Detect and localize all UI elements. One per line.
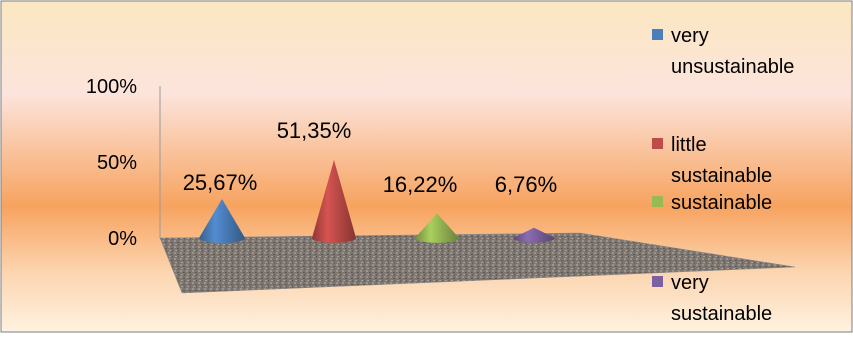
legend-label: unsustainable xyxy=(671,56,794,78)
cone-body xyxy=(415,213,459,243)
legend-swatch xyxy=(652,138,663,149)
cone-body xyxy=(312,159,356,243)
legend-label: very xyxy=(671,25,709,47)
legend-swatch xyxy=(652,276,663,287)
series-marks xyxy=(199,159,555,244)
data-label: 16,22% xyxy=(383,172,458,197)
cone-mark xyxy=(199,198,245,244)
legend-label: very xyxy=(671,272,709,294)
legend-label: sustainable xyxy=(671,165,772,187)
y-tick-label: 0% xyxy=(108,228,137,250)
data-label: 6,76% xyxy=(495,172,557,197)
cone-mark xyxy=(415,213,459,243)
cone-body xyxy=(199,198,245,244)
cone-mark xyxy=(513,227,555,243)
legend-label: sustainable xyxy=(671,192,772,214)
legend-swatch xyxy=(652,196,663,207)
data-label: 25,67% xyxy=(183,170,258,195)
cone-mark xyxy=(312,159,356,243)
data-label: 51,35% xyxy=(277,118,352,143)
y-tick-label: 100% xyxy=(86,76,137,98)
data-labels: 25,67% 51,35% 16,22% 6,76% xyxy=(183,118,558,197)
cone-body xyxy=(513,227,555,243)
y-tick-label: 50% xyxy=(97,152,137,174)
legend-label: sustainable xyxy=(671,303,772,325)
legend-swatch xyxy=(652,29,663,40)
legend-label: little xyxy=(671,134,707,156)
legend: very unsustainable little sustainable su… xyxy=(652,25,794,325)
